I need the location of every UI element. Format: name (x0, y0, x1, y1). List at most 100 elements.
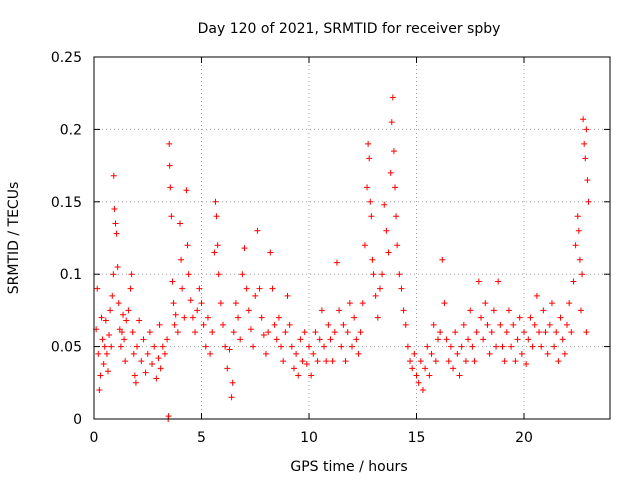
data-point (243, 285, 250, 292)
data-point (465, 336, 472, 343)
data-point (456, 372, 463, 379)
data-point (121, 336, 128, 343)
data-point (353, 336, 360, 343)
data-point (548, 300, 555, 307)
data-point (140, 336, 147, 343)
data-point (189, 314, 196, 321)
data-point (217, 300, 224, 307)
data-point (306, 343, 312, 350)
data-point (278, 343, 285, 350)
data-point (314, 358, 321, 365)
data-point (301, 329, 308, 336)
data-point (194, 307, 201, 314)
data-point (202, 343, 209, 350)
data-point (185, 271, 192, 278)
data-point (181, 314, 188, 321)
data-point (368, 213, 375, 220)
y-axis-label: SRMTID / TECUs (6, 182, 22, 295)
y-tick-label: 0.15 (51, 195, 82, 211)
data-point (426, 372, 433, 379)
data-point (439, 256, 446, 263)
data-point (336, 307, 343, 314)
data-point (544, 350, 551, 357)
data-point (370, 271, 377, 278)
data-point (96, 387, 103, 394)
data-point (527, 314, 534, 321)
data-point (129, 329, 136, 336)
data-point (114, 263, 121, 270)
data-point (293, 350, 300, 357)
data-point (398, 285, 405, 292)
data-point (166, 162, 173, 169)
data-point (388, 119, 395, 126)
data-point (267, 249, 274, 256)
data-point (213, 213, 220, 220)
data-point (469, 343, 476, 350)
data-point (128, 271, 135, 278)
data-point (435, 336, 441, 343)
data-point (312, 329, 319, 336)
data-point (376, 285, 383, 292)
data-point (454, 350, 461, 357)
data-point (282, 329, 289, 336)
x-tick-label: 20 (515, 430, 533, 446)
data-point (102, 317, 109, 324)
y-tick-label: 0.05 (51, 340, 82, 356)
data-point (146, 329, 153, 336)
data-point (97, 372, 104, 379)
data-point (316, 336, 323, 343)
data-point (359, 300, 366, 307)
data-point (211, 249, 218, 256)
data-point (273, 336, 280, 343)
data-point (400, 307, 407, 314)
chart-title: Day 120 of 2021, SRMTID for receiver spb… (198, 21, 501, 37)
data-point (584, 177, 591, 184)
data-point (561, 350, 568, 357)
data-point (533, 292, 540, 299)
data-point (482, 300, 489, 307)
data-point (275, 314, 282, 321)
data-point (177, 220, 183, 227)
data-point (582, 155, 589, 162)
data-point (170, 300, 177, 307)
data-point (394, 242, 401, 249)
data-point (419, 387, 426, 394)
data-point (323, 358, 330, 365)
data-point (106, 332, 113, 339)
data-point (94, 285, 101, 292)
data-point (224, 365, 231, 372)
data-point (497, 321, 504, 328)
data-point (369, 256, 376, 263)
data-point (125, 307, 132, 314)
data-point (325, 321, 332, 328)
data-point (475, 278, 482, 285)
data-point (161, 350, 168, 357)
data-point (120, 311, 127, 318)
data-point (424, 343, 431, 350)
data-point (127, 285, 134, 292)
data-point (480, 336, 487, 343)
data-point (501, 358, 508, 365)
data-point (295, 372, 302, 379)
data-point (245, 307, 252, 314)
data-points (93, 94, 592, 422)
data-point (112, 220, 119, 227)
data-point (385, 249, 392, 256)
data-point (389, 94, 396, 101)
data-point (247, 326, 254, 333)
data-point (516, 314, 523, 321)
data-point (109, 292, 116, 299)
data-point (340, 321, 347, 328)
data-point (327, 336, 334, 343)
data-point (131, 372, 138, 379)
data-point (566, 300, 573, 307)
data-point (321, 343, 328, 350)
data-point (214, 242, 221, 249)
data-point (144, 350, 151, 357)
data-point (576, 256, 583, 263)
data-point (130, 350, 137, 357)
data-point (310, 350, 317, 357)
data-point (229, 379, 236, 386)
data-point (411, 350, 418, 357)
